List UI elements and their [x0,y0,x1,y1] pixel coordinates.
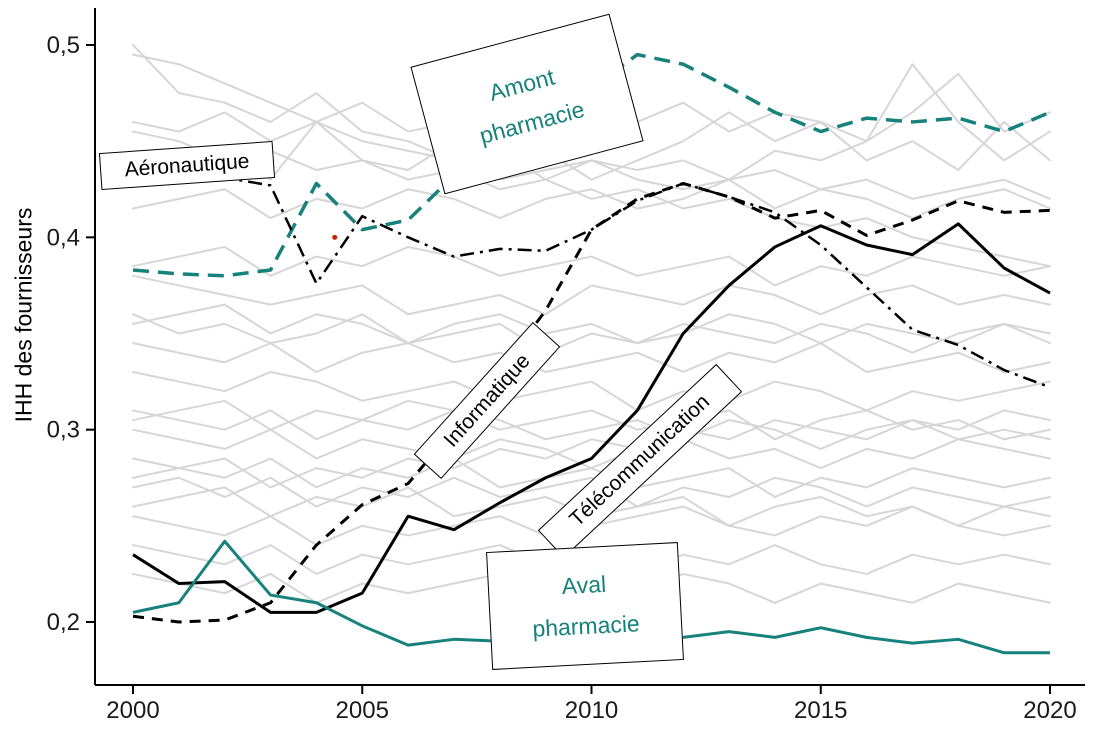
background-line-8 [132,457,1051,498]
y-tick-label: 0,3 [47,417,80,444]
background-line-5 [132,370,1051,412]
y-tick-label: 0,4 [47,224,80,251]
x-tick-label: 2010 [565,697,618,724]
background-line-3 [132,313,1051,354]
x-tick-label: 2020 [1023,697,1076,724]
background-line-19 [132,409,1051,450]
background-line-4 [132,342,1051,373]
series-line-3 [132,222,1051,614]
x-tick-label: 2015 [794,697,847,724]
background-line-16 [132,245,1051,287]
red-point-marker [332,234,338,240]
series-line-2 [132,181,1051,624]
series-line-1 [132,176,1051,389]
y-axis-title: IHH des fournisseurs [10,207,37,423]
background-line-18 [132,303,1051,345]
background-line-1 [132,111,1051,181]
label-aval-pharmacie: Aval pharmacie [486,542,684,670]
x-tick-label: 2005 [336,697,389,724]
background-line-21 [132,130,1051,268]
background-line-17 [132,409,1051,489]
y-tick-label: 0,2 [47,609,80,636]
y-tick-label: 0,5 [47,32,80,59]
background-line-15 [132,53,1051,200]
x-tick-label: 2000 [106,697,159,724]
background-line-7 [132,428,1051,470]
background-line-2 [132,274,1051,316]
background-line-20 [132,476,1051,508]
background-line-14 [132,178,1051,220]
